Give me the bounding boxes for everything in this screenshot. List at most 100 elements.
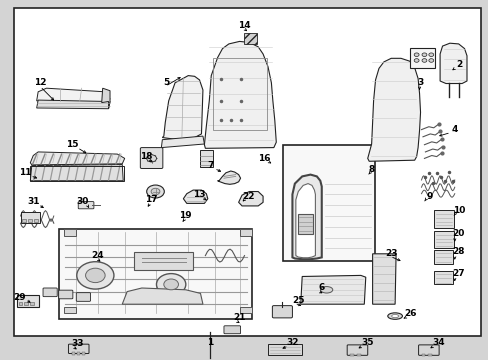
Bar [239, 229, 251, 236]
Bar [28, 219, 32, 222]
Bar [356, 354, 360, 356]
FancyBboxPatch shape [346, 345, 367, 355]
Text: 15: 15 [66, 140, 79, 149]
Polygon shape [102, 88, 110, 109]
FancyBboxPatch shape [59, 290, 73, 299]
Text: 30: 30 [76, 197, 88, 206]
Polygon shape [122, 288, 203, 304]
Circle shape [77, 262, 114, 289]
Text: 6: 6 [318, 284, 324, 292]
FancyBboxPatch shape [43, 288, 57, 297]
Bar [63, 307, 76, 313]
Bar [433, 231, 453, 248]
Bar [20, 212, 40, 223]
Polygon shape [292, 175, 321, 259]
Bar [421, 354, 425, 356]
Bar [409, 48, 434, 68]
Text: 12: 12 [34, 78, 46, 87]
FancyBboxPatch shape [140, 148, 163, 168]
Bar [19, 302, 22, 305]
Circle shape [421, 59, 426, 62]
Circle shape [146, 185, 164, 198]
Bar [433, 250, 452, 264]
Bar [212, 58, 267, 130]
Text: 13: 13 [193, 190, 205, 199]
Circle shape [413, 59, 418, 62]
FancyBboxPatch shape [418, 345, 438, 355]
Text: 25: 25 [291, 296, 304, 305]
Text: 10: 10 [452, 206, 465, 215]
Ellipse shape [320, 287, 332, 293]
Bar [77, 352, 80, 355]
Text: 5: 5 [163, 78, 169, 87]
FancyBboxPatch shape [78, 202, 94, 209]
Polygon shape [37, 100, 110, 109]
Text: 31: 31 [27, 197, 40, 206]
Circle shape [413, 53, 418, 57]
Polygon shape [30, 152, 124, 165]
Text: 28: 28 [451, 248, 464, 256]
Circle shape [163, 279, 178, 290]
Circle shape [151, 188, 160, 195]
Text: 18: 18 [140, 152, 153, 161]
Circle shape [421, 53, 426, 57]
Text: 20: 20 [451, 230, 464, 239]
Circle shape [428, 59, 433, 62]
Bar [282, 145, 374, 261]
Bar [22, 219, 26, 222]
Text: 33: 33 [71, 339, 83, 348]
Polygon shape [183, 190, 207, 203]
Text: 8: 8 [368, 165, 374, 174]
Text: 34: 34 [432, 338, 445, 347]
Circle shape [146, 155, 156, 162]
FancyBboxPatch shape [68, 344, 89, 354]
Text: 27: 27 [451, 269, 464, 278]
Bar [199, 150, 213, 167]
Polygon shape [238, 192, 263, 206]
Bar [24, 302, 28, 305]
Polygon shape [30, 165, 123, 181]
Polygon shape [217, 171, 240, 184]
Bar [298, 214, 312, 234]
Polygon shape [162, 76, 203, 140]
Bar [239, 307, 251, 313]
Polygon shape [300, 275, 365, 304]
Ellipse shape [391, 315, 398, 318]
Text: 11: 11 [19, 168, 32, 177]
Text: 19: 19 [179, 211, 192, 220]
Polygon shape [161, 136, 204, 148]
Polygon shape [367, 58, 420, 161]
Bar [244, 33, 256, 44]
Text: 23: 23 [384, 249, 397, 258]
Bar [34, 219, 38, 222]
Bar [349, 354, 353, 356]
Text: 22: 22 [242, 192, 254, 201]
Text: 14: 14 [238, 21, 250, 30]
Text: 7: 7 [206, 161, 213, 170]
Circle shape [156, 274, 185, 295]
Bar [72, 352, 75, 355]
FancyBboxPatch shape [76, 293, 90, 301]
Polygon shape [372, 254, 395, 304]
Text: 17: 17 [145, 195, 158, 204]
Text: 26: 26 [404, 309, 416, 318]
Circle shape [428, 53, 433, 57]
Bar [134, 252, 193, 270]
Text: 4: 4 [450, 125, 457, 134]
Bar [30, 302, 34, 305]
Polygon shape [204, 41, 276, 148]
Polygon shape [439, 43, 466, 84]
Text: 32: 32 [285, 338, 298, 347]
Text: 9: 9 [425, 192, 432, 201]
Bar [63, 229, 76, 236]
Ellipse shape [387, 313, 402, 319]
Circle shape [85, 268, 105, 283]
Text: 35: 35 [361, 338, 373, 347]
Bar [17, 295, 39, 307]
Bar [59, 229, 251, 319]
Text: 29: 29 [13, 292, 26, 302]
Polygon shape [295, 184, 315, 258]
FancyBboxPatch shape [272, 306, 292, 318]
Bar [427, 354, 431, 356]
Text: 24: 24 [91, 251, 104, 260]
